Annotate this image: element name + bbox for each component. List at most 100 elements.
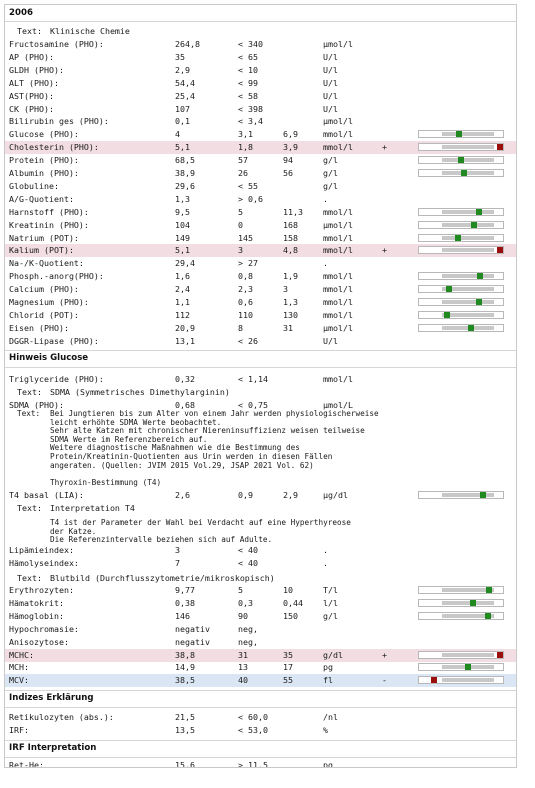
range-indicator-bar	[418, 676, 504, 685]
result-unit: µmol/l	[323, 39, 353, 49]
reference-low: 40	[238, 675, 248, 686]
text-label: Text:	[17, 573, 42, 583]
note-line: der Katze.	[50, 526, 97, 536]
result-value: 14,9	[175, 662, 195, 673]
result-row: IRF: 13,5 < 53,0%	[5, 724, 516, 737]
value-marker	[468, 324, 475, 331]
reference-low: > 27	[238, 258, 258, 269]
result-name: AP (PHO):	[9, 51, 54, 62]
result-name: AST(PHO):	[9, 90, 54, 101]
reference-high: 11,3	[283, 206, 303, 217]
result-value: 9,5	[175, 206, 190, 217]
result-row: Calcium (PHO): 2,4 2,3 3 mmol/l	[5, 283, 516, 296]
reference-low: 0,6	[238, 297, 253, 307]
result-name: Natrium (POT):	[9, 232, 79, 243]
value-marker	[471, 221, 478, 228]
value-marker	[484, 612, 491, 619]
reference-low: neg,	[238, 636, 258, 647]
result-value: 146	[175, 610, 190, 621]
result-row: Glucose (PHO): 4 3,1 6,9 mmol/l	[5, 128, 516, 141]
result-value: 2,6	[175, 490, 190, 500]
result-value: 15,6	[175, 760, 195, 768]
divider	[5, 21, 516, 22]
range-indicator-bar	[418, 323, 504, 332]
result-unit: U/l	[323, 90, 338, 101]
hinweis-glucose-heading: Hinweis Glucose	[9, 353, 89, 363]
reference-low: < 53,0	[238, 724, 268, 735]
note-line: leicht erhöhte SDMA Werte beobachtet.	[50, 417, 222, 427]
value-marker	[497, 651, 503, 658]
reference-low: 0,8	[238, 271, 253, 282]
result-unit: U/l	[323, 51, 338, 62]
reference-low: < 58	[238, 90, 258, 101]
result-name: Anisozytose:	[9, 636, 69, 647]
range-indicator-bar	[418, 246, 504, 255]
result-unit: µmol/l	[323, 116, 353, 127]
result-name: Protein (PHO):	[9, 155, 79, 166]
result-value: 0,38	[175, 597, 195, 608]
divider	[5, 350, 516, 351]
reference-high: 6,9	[283, 129, 298, 140]
result-name: Phosph.-anorg(PHO):	[9, 271, 104, 282]
result-name: Hämatokrit:	[9, 597, 64, 608]
reference-low: < 398	[238, 103, 263, 114]
value-marker	[446, 286, 453, 293]
result-row: Lipämieindex: 3 < 40.	[5, 544, 516, 557]
divider	[5, 690, 516, 691]
reference-low: < 1,14	[238, 374, 268, 384]
result-unit: U/l	[323, 77, 338, 88]
result-row: A/G-Quotient: 1,3 > 0,6.	[5, 193, 516, 206]
result-name: Erythrozyten:	[9, 585, 74, 595]
result-value: 38,9	[175, 168, 195, 178]
range-indicator-bar	[418, 611, 504, 620]
result-name: DGGR-Lipase (PHO):	[9, 335, 99, 346]
result-unit: g/dl	[323, 649, 343, 660]
value-marker	[475, 299, 482, 305]
result-value: 38,8	[175, 649, 195, 660]
result-unit: %	[323, 724, 328, 735]
result-name: Kalium (POT):	[9, 245, 74, 256]
result-unit: g/l	[323, 180, 338, 191]
result-name: Bilirubin ges (PHO):	[9, 116, 109, 127]
text-value: Klinische Chemie	[50, 26, 130, 36]
result-row: Hämolyseindex: 7 < 40.	[5, 557, 516, 570]
result-unit: .	[323, 557, 328, 568]
note-line: Thyroxin-Bestimmung (T4)	[50, 477, 162, 487]
reference-high: 35	[283, 649, 293, 660]
value-marker	[465, 664, 471, 671]
reference-high: 17	[283, 662, 293, 673]
range-indicator-bar	[418, 598, 504, 607]
result-name: Retikulozyten (abs.):	[9, 712, 114, 722]
result-row: GLDH (PHO): 2,9 < 10 U/l	[5, 64, 516, 77]
range-indicator-bar	[418, 130, 504, 139]
result-name: Hämolyseindex:	[9, 557, 79, 568]
reference-low: < 40	[238, 557, 258, 568]
reference-low: 13	[238, 662, 248, 673]
reference-low: < 0,75	[238, 400, 268, 410]
result-value: 3	[175, 545, 180, 555]
reference-low: 0	[238, 219, 243, 230]
result-row: MCHC: 38,8 31 35 g/dl +	[5, 648, 516, 662]
result-name: Lipämieindex:	[9, 545, 74, 555]
range-indicator-bar	[418, 663, 504, 672]
result-unit: mmol/l	[323, 245, 353, 256]
value-marker	[444, 311, 451, 318]
result-name: Fructosamine (PHO):	[9, 39, 104, 49]
result-unit: mmol/l	[323, 297, 353, 307]
result-unit: .	[323, 193, 328, 204]
reference-range-band	[442, 300, 494, 304]
result-row: Chlorid (POT): 112 110 130 mmol/l	[5, 309, 516, 322]
reference-high: 4,8	[283, 245, 298, 256]
range-indicator-bar	[418, 156, 504, 165]
result-unit: pg	[323, 662, 333, 673]
result-unit: mmol/l	[323, 232, 353, 243]
result-name: Ret-He:	[9, 760, 44, 768]
text-value: SDMA (Symmetrisches Dimethylarginin)	[50, 387, 230, 397]
reference-high: 2,9	[283, 490, 298, 500]
value-marker	[485, 587, 492, 593]
result-name: Hämoglobin:	[9, 610, 64, 621]
reference-range-band	[442, 600, 494, 605]
reference-range-band	[442, 588, 494, 592]
result-name: Kreatinin (PHO):	[9, 219, 89, 230]
result-row: Hämoglobin: 146 90 150 g/l	[5, 610, 516, 623]
